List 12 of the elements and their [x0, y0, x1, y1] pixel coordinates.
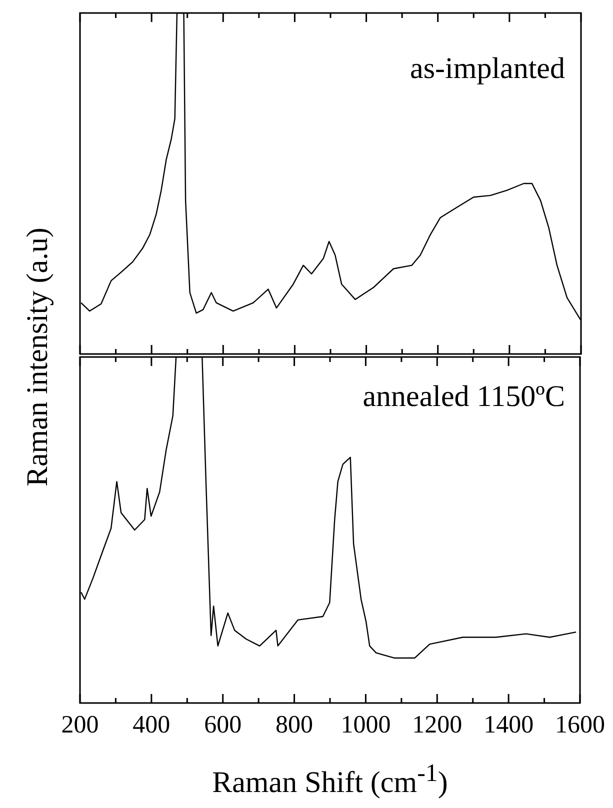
- x-axis-title: Raman Shift (cm$^{-1}$): [212, 760, 448, 800]
- y-axis-title: Raman intensity (a.u): [21, 227, 55, 487]
- x-tick-label: 1400: [484, 712, 534, 739]
- x-tick-label: 800: [276, 712, 314, 739]
- x-tick-label: 200: [61, 712, 99, 739]
- annotation: as-implanted: [410, 52, 565, 86]
- x-tick-label: 1000: [340, 712, 391, 739]
- annotation: annealed 1150ºC: [362, 380, 565, 414]
- x-tick-label: 1600: [555, 712, 605, 739]
- x-tick-label: 400: [132, 712, 170, 739]
- x-tick-label: 600: [204, 712, 242, 739]
- x-tick-label: 1200: [412, 712, 462, 739]
